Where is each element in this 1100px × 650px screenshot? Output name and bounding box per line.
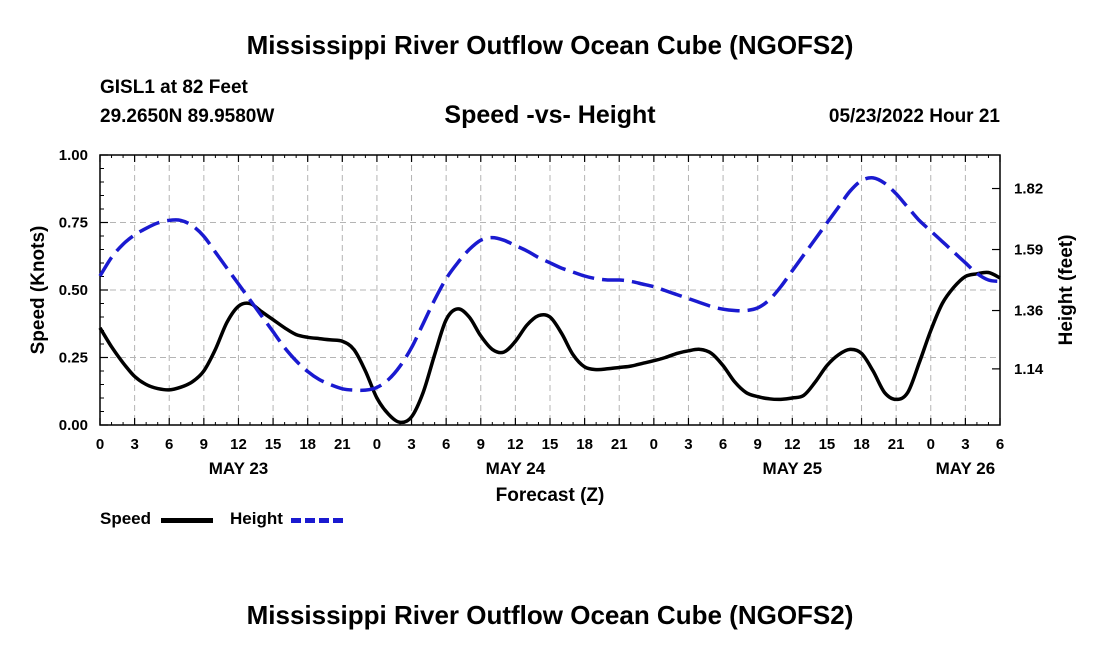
x-axis-label: Forecast (Z) — [496, 485, 605, 506]
day-label: MAY 26 — [936, 459, 996, 478]
day-label: MAY 25 — [763, 459, 823, 478]
x-tick-label: 6 — [165, 436, 173, 453]
y-left-tick-label: 0.00 — [59, 417, 88, 434]
series-line-speed — [98, 270, 1001, 425]
day-label: MAY 23 — [209, 459, 269, 478]
y-left-tick-label: 0.75 — [59, 215, 88, 232]
station-name: GISL1 at 82 Feet — [100, 77, 248, 98]
x-tick-label: 0 — [373, 436, 381, 453]
y-right-tick-label: 1.14 — [1014, 361, 1044, 378]
y-left-tick-label: 1.00 — [59, 147, 88, 164]
day-label: MAY 24 — [486, 459, 546, 478]
y-left-tick-label: 0.25 — [59, 350, 88, 367]
x-tick-label: 9 — [200, 436, 208, 453]
x-tick-label: 3 — [684, 436, 692, 453]
x-tick-label: 15 — [265, 436, 282, 453]
tick-labels: 0 3 6 9 12 15 18 21 0 3 6 9 12 15 18 21 0 3 6 9 12 15 18 21 0 3 6M… — [59, 147, 1044, 478]
x-tick-label: 15 — [819, 436, 836, 453]
footer-title: Mississippi River Outflow Ocean Cube (NG… — [246, 600, 854, 630]
x-tick-label: 6 — [996, 436, 1004, 453]
x-tick-label: 3 — [961, 436, 969, 453]
y-right-tick-label: 1.59 — [1014, 242, 1043, 259]
speed-height-chart: 0 3 6 9 12 15 18 21 0 3 6 9 12 15 18 21 0 3 6 9 12 15 18 21 0 3 6M… — [28, 147, 1077, 506]
x-tick-label: 12 — [507, 436, 524, 453]
page-title: Mississippi River Outflow Ocean Cube (NG… — [246, 30, 854, 60]
x-tick-label: 21 — [611, 436, 628, 453]
x-tick-label: 18 — [576, 436, 593, 453]
x-tick-label: 9 — [477, 436, 485, 453]
axis-ticks — [99, 154, 1001, 426]
x-tick-label: 12 — [784, 436, 801, 453]
x-tick-label: 18 — [853, 436, 870, 453]
x-tick-label: 3 — [407, 436, 415, 453]
y-left-tick-label: 0.50 — [59, 282, 88, 299]
x-tick-label: 18 — [299, 436, 316, 453]
legend-label-speed: Speed — [100, 509, 152, 528]
legend-swatch-height — [291, 518, 343, 523]
y-right-tick-label: 1.36 — [1014, 303, 1043, 320]
x-tick-label: 0 — [650, 436, 658, 453]
legend-label-height: Height — [230, 509, 283, 528]
y-right-tick-label: 1.82 — [1014, 181, 1043, 198]
legend-swatch-speed — [161, 518, 213, 523]
x-tick-label: 21 — [334, 436, 351, 453]
x-tick-label: 21 — [888, 436, 905, 453]
x-tick-label: 12 — [230, 436, 247, 453]
forecast-timestamp: 05/23/2022 Hour 21 — [828, 106, 1000, 127]
series-layer — [98, 176, 1001, 425]
y-axis-label-right: Height (feet) — [1056, 235, 1077, 346]
x-tick-label: 9 — [754, 436, 762, 453]
chart-title: Speed -vs- Height — [444, 101, 656, 129]
station-coordinates: 29.2650N 89.9580W — [100, 106, 275, 127]
y-axis-label-left: Speed (Knots) — [28, 226, 49, 355]
x-tick-label: 6 — [442, 436, 450, 453]
x-tick-label: 6 — [719, 436, 727, 453]
grid — [100, 155, 1000, 425]
series-line-height — [98, 176, 1001, 393]
x-tick-label: 3 — [130, 436, 138, 453]
x-tick-label: 0 — [96, 436, 104, 453]
x-tick-label: 15 — [542, 436, 559, 453]
x-tick-label: 0 — [927, 436, 935, 453]
